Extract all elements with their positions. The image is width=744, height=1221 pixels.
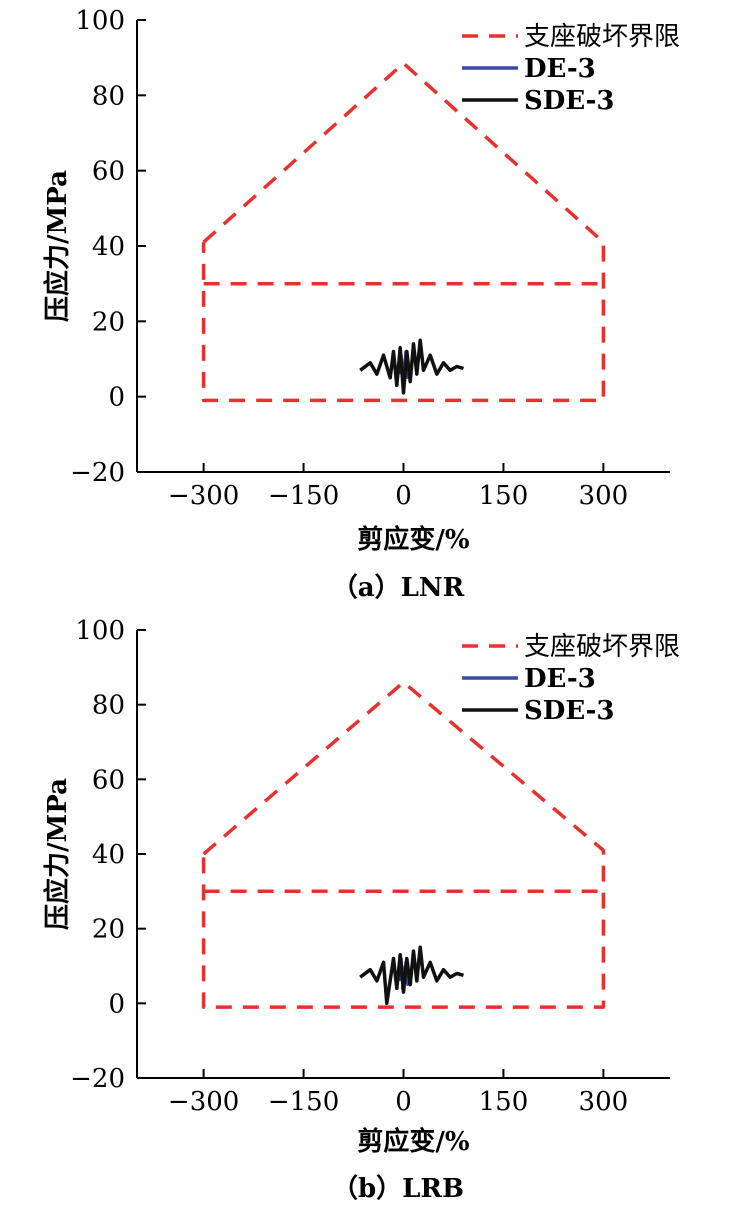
x-tick-label: 0 xyxy=(395,481,412,511)
x-tick-label: −150 xyxy=(268,481,339,511)
y-tick-label: 40 xyxy=(92,840,125,870)
legend-label: DE-3 xyxy=(524,54,596,84)
panel-caption: （b）LRB xyxy=(332,1174,464,1204)
y-tick-label: 60 xyxy=(92,765,125,795)
x-tick-label: −150 xyxy=(268,1087,339,1117)
y-tick-label: 20 xyxy=(92,915,125,945)
y-tick-label: 20 xyxy=(92,307,125,337)
sde3-line xyxy=(359,338,464,395)
y-axis-label: 压应力/MPa xyxy=(42,170,73,322)
y-tick-label: 100 xyxy=(75,6,125,36)
x-tick-label: −300 xyxy=(168,1087,239,1117)
panel-caption: （a）LNR xyxy=(332,573,465,603)
y-tick-label: −20 xyxy=(70,458,125,488)
x-axis-label: 剪应变/% xyxy=(357,524,469,555)
y-tick-label: 80 xyxy=(92,691,125,721)
x-axis-label: 剪应变/% xyxy=(357,1126,469,1157)
y-axis-label: 压应力/MPa xyxy=(42,778,73,930)
chart-panel-a: −20 0 20 40 60 80 100 −300 −150 0 150 300 剪应变/% 压应力/M… xyxy=(42,6,680,603)
y-tick-label: 80 xyxy=(92,81,125,111)
legend-label: DE-3 xyxy=(524,664,596,694)
y-tick-label: 100 xyxy=(75,616,125,646)
chart-panel-b: −20 0 20 40 60 80 100 −300 −150 0 150 300 剪应变/% 压应力/M… xyxy=(42,616,680,1204)
y-tick-label: 0 xyxy=(108,989,125,1019)
y-tick-label: 0 xyxy=(108,383,125,413)
x-tick-label: 150 xyxy=(479,1087,529,1117)
x-tick-label: 0 xyxy=(395,1087,412,1117)
x-tick-label: −300 xyxy=(168,481,239,511)
limit-line xyxy=(201,61,606,403)
x-tick-label: 150 xyxy=(479,481,529,511)
legend-label: 支座破坏界限 xyxy=(524,22,680,52)
legend-label: 支座破坏界限 xyxy=(524,632,680,662)
x-tick-label: 300 xyxy=(579,1087,629,1117)
y-tick-label: 40 xyxy=(92,232,125,262)
limit-line xyxy=(201,680,606,1009)
x-tick-label: 300 xyxy=(579,481,629,511)
legend-label: SDE-3 xyxy=(524,696,615,726)
y-tick-label: 60 xyxy=(92,157,125,187)
y-tick-label: −20 xyxy=(70,1064,125,1094)
legend-label: SDE-3 xyxy=(524,86,615,116)
sde3-line xyxy=(359,945,464,1006)
